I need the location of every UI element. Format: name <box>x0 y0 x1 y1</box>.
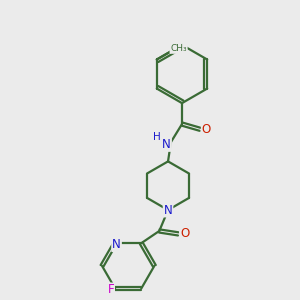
Text: N: N <box>162 138 171 151</box>
Text: H: H <box>152 132 160 142</box>
Text: N: N <box>164 203 172 217</box>
Text: O: O <box>202 123 211 136</box>
Text: CH₃: CH₃ <box>170 44 187 53</box>
Text: F: F <box>107 284 114 296</box>
Text: N: N <box>112 238 121 251</box>
Text: O: O <box>180 227 189 240</box>
